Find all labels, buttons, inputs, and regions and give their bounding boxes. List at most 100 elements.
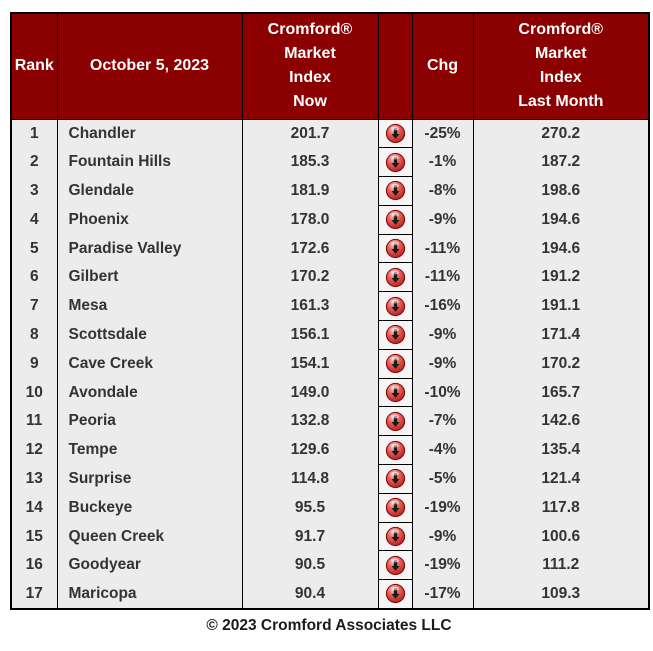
table-row: 4 Phoenix 178.0 -9% (10, 204, 650, 235)
table-row: 6 Gilbert 170.2 -11% (10, 262, 650, 293)
chg-cell: -11% (411, 262, 474, 292)
table-row: 17 Maricopa 90.4 -17 (10, 579, 650, 610)
arrow-cell (377, 291, 413, 322)
chg-cell: -1% (411, 147, 474, 177)
city-cell: Buckeye (56, 493, 243, 523)
table-row: 2 Fountain Hills 185.3 (10, 147, 650, 178)
rank-cell: 14 (10, 493, 58, 523)
down-arrow-icon (385, 267, 406, 288)
index-last-cell: 187.2 (472, 147, 650, 177)
index-last-cell: 270.2 (472, 119, 650, 148)
down-arrow-icon (385, 209, 406, 230)
down-arrow-icon (385, 497, 406, 518)
header-row: Rank October 5, 2023 Cromford® Market In… (10, 12, 650, 120)
chg-cell: -4% (411, 435, 474, 465)
index-now-cell: 132.8 (241, 406, 379, 436)
chg-column-header: Chg (411, 12, 474, 120)
rank-cell: 4 (10, 205, 58, 235)
down-arrow-icon (385, 382, 406, 403)
city-cell: Paradise Valley (56, 234, 243, 263)
chg-cell: -25% (411, 119, 474, 148)
table-header: Rank October 5, 2023 Cromford® Market In… (10, 12, 650, 120)
chg-cell: -5% (411, 464, 474, 494)
table-row: 3 Glendale 181.9 -8% (10, 176, 650, 206)
down-arrow-icon (385, 238, 406, 259)
arrow-cell (377, 377, 413, 408)
chg-cell: -19% (411, 493, 474, 523)
date-column-header: October 5, 2023 (56, 12, 243, 120)
index-now-cell: 185.3 (241, 147, 379, 177)
city-cell: Fountain Hills (56, 147, 243, 177)
table-row: 16 Goodyear 90.5 -19 (10, 550, 650, 581)
city-cell: Maricopa (56, 579, 243, 609)
index-now-cell: 161.3 (241, 291, 379, 321)
down-arrow-icon (385, 324, 406, 345)
rank-cell: 10 (10, 378, 58, 407)
city-cell: Goodyear (56, 550, 243, 580)
city-cell: Mesa (56, 291, 243, 321)
index-last-cell: 111.2 (472, 550, 650, 580)
index-now-cell: 170.2 (241, 262, 379, 292)
table-row: 7 Mesa 161.3 -16% (10, 291, 650, 322)
chg-cell: -10% (411, 378, 474, 407)
down-arrow-icon (385, 555, 406, 576)
city-cell: Glendale (56, 176, 243, 206)
city-cell: Cave Creek (56, 349, 243, 379)
table-row: 13 Surprise 114.8 -5 (10, 464, 650, 494)
index-now-cell: 91.7 (241, 522, 379, 551)
rank-cell: 11 (10, 406, 58, 436)
city-cell: Tempe (56, 435, 243, 465)
down-arrow-icon (385, 296, 406, 317)
index-last-cell: 198.6 (472, 176, 650, 206)
chg-cell: -9% (411, 320, 474, 350)
rank-cell: 8 (10, 320, 58, 350)
rank-cell: 9 (10, 349, 58, 379)
index-last-cell: 194.6 (472, 205, 650, 235)
arrow-cell (377, 176, 413, 206)
chg-cell: -8% (411, 176, 474, 206)
table-row: 15 Queen Creek 91.7 (10, 521, 650, 552)
arrow-cell (377, 406, 413, 437)
city-cell: Peoria (56, 406, 243, 436)
index-now-cell: 201.7 (241, 119, 379, 148)
index-last-cell: 135.4 (472, 435, 650, 465)
rank-cell: 2 (10, 147, 58, 177)
rank-cell: 16 (10, 550, 58, 580)
down-arrow-icon (385, 123, 406, 144)
city-cell: Scottsdale (56, 320, 243, 350)
rank-column-header: Rank (10, 12, 58, 120)
table-row: 8 Scottsdale 156.1 - (10, 320, 650, 350)
chg-cell: -9% (411, 349, 474, 379)
down-arrow-icon (385, 353, 406, 374)
rank-cell: 12 (10, 435, 58, 465)
rank-cell: 5 (10, 234, 58, 263)
table-row: 10 Avondale 149.0 -1 (10, 377, 650, 408)
arrow-column-header (377, 12, 413, 120)
rank-cell: 7 (10, 291, 58, 321)
index-now-cell: 172.6 (241, 234, 379, 263)
city-cell: Queen Creek (56, 522, 243, 551)
arrow-cell (377, 147, 413, 178)
index-now-cell: 178.0 (241, 205, 379, 235)
city-cell: Surprise (56, 464, 243, 494)
rank-cell: 1 (10, 119, 58, 148)
table-body: 1 Chandler 201.7 -25 (10, 118, 650, 610)
arrow-cell (377, 262, 413, 293)
arrow-cell (377, 204, 413, 235)
index-now-cell: 149.0 (241, 378, 379, 407)
city-cell: Gilbert (56, 262, 243, 292)
arrow-cell (377, 348, 413, 379)
city-cell: Avondale (56, 378, 243, 407)
index-last-cell: 100.6 (472, 522, 650, 551)
down-arrow-icon (385, 411, 406, 432)
table-row: 9 Cave Creek 154.1 - (10, 348, 650, 379)
index-now-cell: 129.6 (241, 435, 379, 465)
down-arrow-icon (385, 152, 406, 173)
down-arrow-icon (385, 180, 406, 201)
index-last-cell: 142.6 (472, 406, 650, 436)
index-last-cell: 109.3 (472, 579, 650, 609)
table-row: 1 Chandler 201.7 -25 (10, 118, 650, 149)
rank-cell: 6 (10, 262, 58, 292)
index-now-cell: 90.5 (241, 550, 379, 580)
index-last-cell: 121.4 (472, 464, 650, 494)
